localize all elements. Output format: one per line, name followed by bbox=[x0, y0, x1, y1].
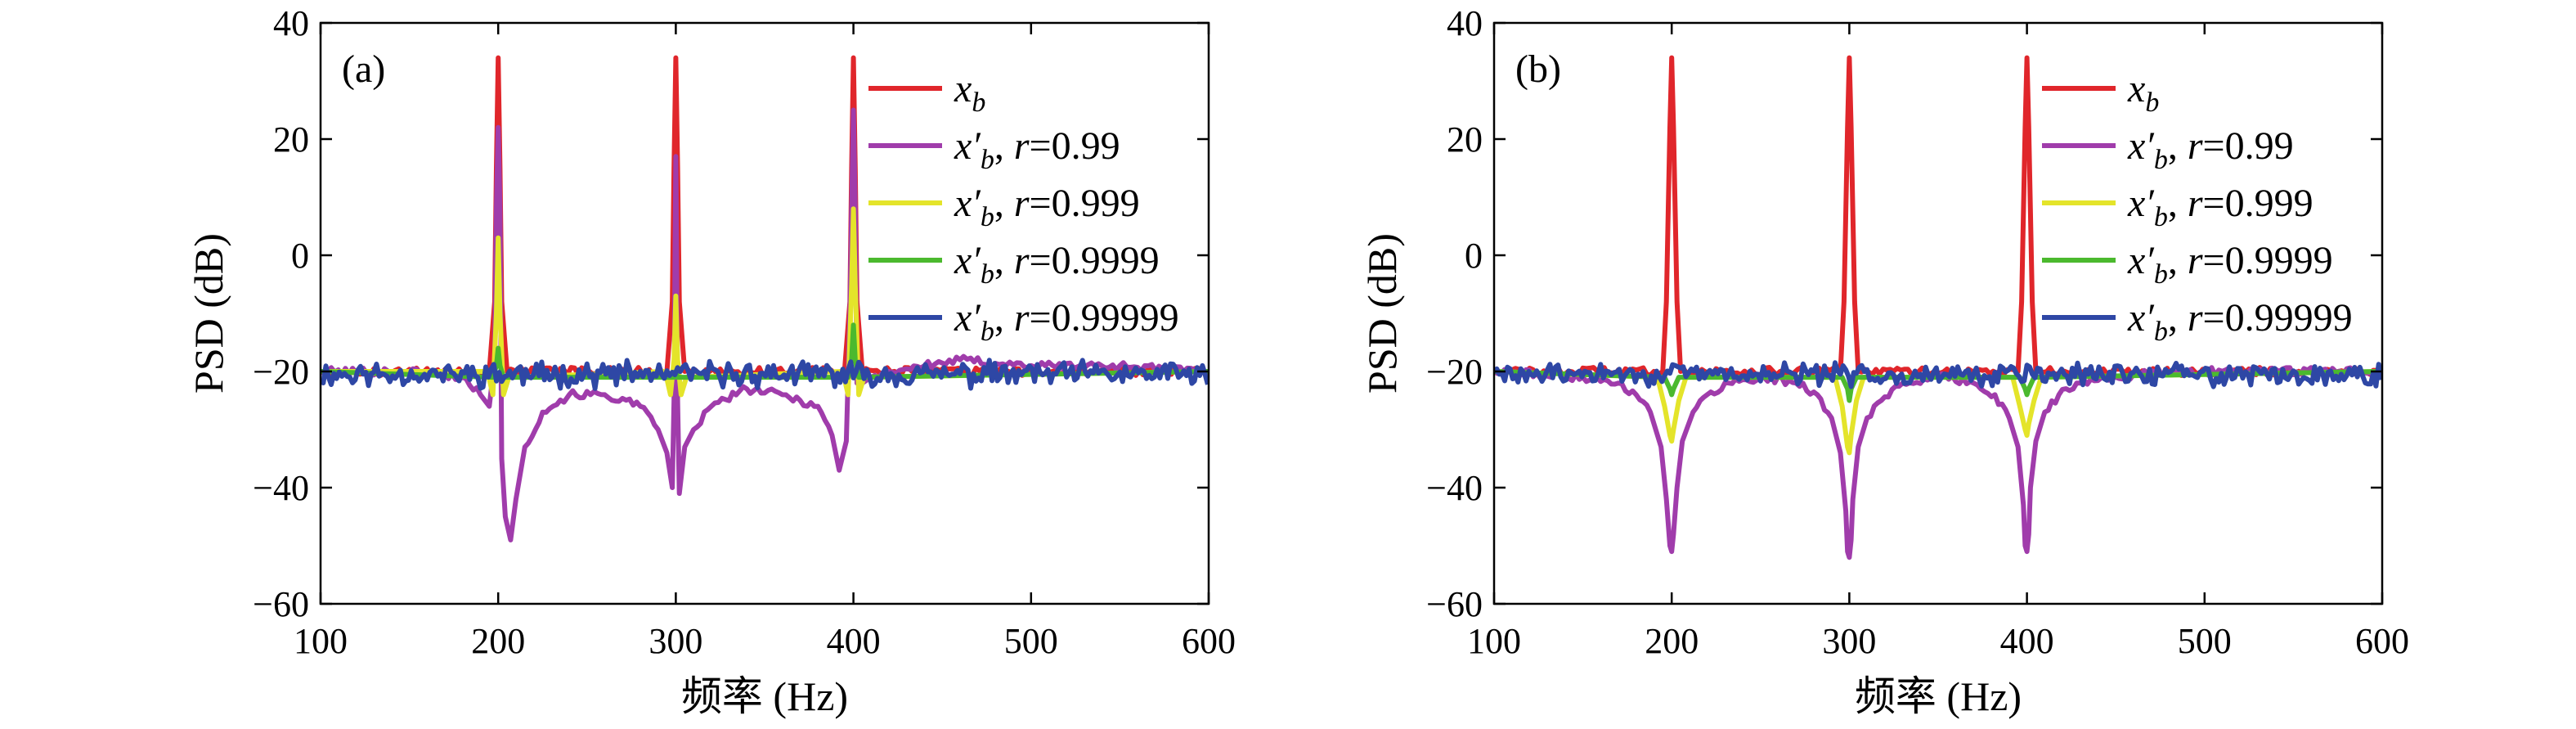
y-tick-label: −20 bbox=[1426, 352, 1483, 392]
x-tick-label: 500 bbox=[1004, 621, 1058, 661]
axes-frame bbox=[1492, 21, 2384, 605]
x-tick-label: 200 bbox=[1645, 621, 1699, 661]
legend-label-0: xb bbox=[2127, 67, 2159, 118]
x-tick-label: 100 bbox=[294, 621, 348, 661]
x-axis-title: 频率 (Hz) bbox=[681, 673, 848, 719]
legend-label-2: x′b, r=0.999 bbox=[2127, 182, 2313, 232]
x-tick-label: 600 bbox=[2355, 621, 2409, 661]
x-tick-label: 300 bbox=[648, 621, 702, 661]
panel-label: (a) bbox=[342, 47, 385, 91]
legend-label-4: x′b, r=0.99999 bbox=[2127, 296, 2353, 347]
series-line-2 bbox=[321, 206, 1209, 398]
y-axis-title: PSD (dB) bbox=[1359, 233, 1405, 394]
series-line-2 bbox=[1494, 369, 2382, 456]
legend-label-3: x′b, r=0.9999 bbox=[954, 239, 1160, 290]
series-line-4 bbox=[321, 358, 1209, 391]
y-tick-label: 20 bbox=[273, 119, 309, 160]
y-tick-label: 20 bbox=[1447, 119, 1483, 160]
y-tick-label: −20 bbox=[253, 352, 309, 392]
legend-label-3: x′b, r=0.9999 bbox=[2127, 239, 2333, 290]
series-line-1 bbox=[1494, 365, 2382, 560]
series-line-3 bbox=[1494, 369, 2382, 403]
legend-label-0: xb bbox=[954, 67, 985, 118]
y-tick-label: −60 bbox=[1426, 584, 1483, 624]
x-tick-label: 400 bbox=[827, 621, 881, 661]
y-tick-label: 0 bbox=[1465, 236, 1483, 276]
panel-b: 100 200 300 400 500 600 −60 −40 −20 0 20 40 频率 (Hz) P… bbox=[1359, 3, 2409, 719]
y-axis-title: PSD (dB) bbox=[186, 233, 231, 394]
y-tick-label: −60 bbox=[253, 584, 309, 624]
legend-label-2: x′b, r=0.999 bbox=[954, 182, 1140, 232]
x-tick-label: 100 bbox=[1467, 621, 1521, 661]
panel-a: 100 200 300 400 500 600 −60 −40 −20 0 20 40 频率 (Hz) P… bbox=[186, 3, 1236, 719]
series-line-4 bbox=[1494, 360, 2382, 389]
legend-label-4: x′b, r=0.99999 bbox=[954, 296, 1179, 347]
plot-area bbox=[1494, 55, 2382, 560]
x-tick-label: 600 bbox=[1182, 621, 1236, 661]
y-tick-label: 40 bbox=[273, 3, 309, 43]
plot-area bbox=[321, 55, 1209, 542]
x-tick-label: 500 bbox=[2178, 621, 2232, 661]
x-tick-label: 400 bbox=[2000, 621, 2054, 661]
y-tick-label: −40 bbox=[1426, 468, 1483, 508]
y-tick-label: 40 bbox=[1447, 3, 1483, 43]
legend-label-1: x′b, r=0.99 bbox=[2127, 124, 2294, 175]
panel-label: (b) bbox=[1515, 47, 1561, 91]
x-axis-title: 频率 (Hz) bbox=[1855, 673, 2022, 719]
y-tick-label: 0 bbox=[291, 236, 309, 276]
legend-label-1: x′b, r=0.99 bbox=[954, 124, 1120, 175]
x-tick-label: 200 bbox=[471, 621, 525, 661]
axes-frame bbox=[319, 21, 1210, 605]
y-tick-label: −40 bbox=[253, 468, 309, 508]
x-tick-label: 300 bbox=[1822, 621, 1876, 661]
